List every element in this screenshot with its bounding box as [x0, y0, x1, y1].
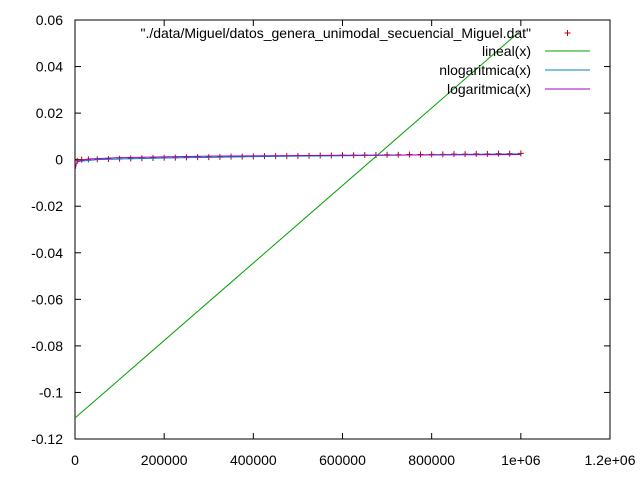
legend-marker	[564, 30, 571, 36]
x-tick-label: 200000	[141, 452, 188, 468]
x-axis: 0 200000 400000 600000 800000 1e+06 1.2e+06	[71, 20, 636, 468]
series-line	[74, 154, 521, 170]
legend-label: logaritmica(x)	[447, 81, 531, 97]
y-tick-label: 0.06	[36, 12, 63, 28]
series-1	[74, 30, 522, 419]
y-tick-label: 0.04	[36, 59, 63, 75]
x-tick-label: 0	[71, 452, 79, 468]
x-tick-label: 1.2e+06	[585, 452, 636, 468]
y-tick-label: -0.12	[31, 431, 63, 447]
series-3	[74, 154, 521, 170]
y-axis: -0.12 -0.1 -0.08 -0.06 -0.04 -0.02 0 0.02 0.04 0.…	[31, 12, 610, 447]
series-line	[74, 30, 522, 419]
legend-label: "./data/Miguel/datos_genera_unimodal_sec…	[140, 25, 531, 41]
legend-entry: lineal(x)	[482, 43, 590, 59]
y-tick-label: -0.1	[39, 384, 63, 400]
x-tick-label: 1e+06	[501, 452, 541, 468]
y-tick-label: 0	[55, 152, 63, 168]
legend-entry: "./data/Miguel/datos_genera_unimodal_sec…	[140, 25, 571, 41]
legend-entry: logaritmica(x)	[447, 81, 590, 97]
y-tick-label: -0.08	[31, 338, 63, 354]
x-tick-label: 600000	[319, 452, 366, 468]
legend-entry: nlogaritmica(x)	[439, 62, 590, 78]
y-tick-label: 0.02	[36, 105, 63, 121]
y-tick-label: -0.02	[31, 198, 63, 214]
x-tick-label: 800000	[408, 452, 455, 468]
legend-label: nlogaritmica(x)	[439, 62, 531, 78]
y-tick-label: -0.06	[31, 291, 63, 307]
series-layer	[74, 30, 524, 419]
y-tick-label: -0.04	[31, 245, 63, 261]
legend-label: lineal(x)	[482, 43, 531, 59]
x-tick-label: 400000	[230, 452, 277, 468]
legend: "./data/Miguel/datos_genera_unimodal_sec…	[140, 25, 590, 97]
